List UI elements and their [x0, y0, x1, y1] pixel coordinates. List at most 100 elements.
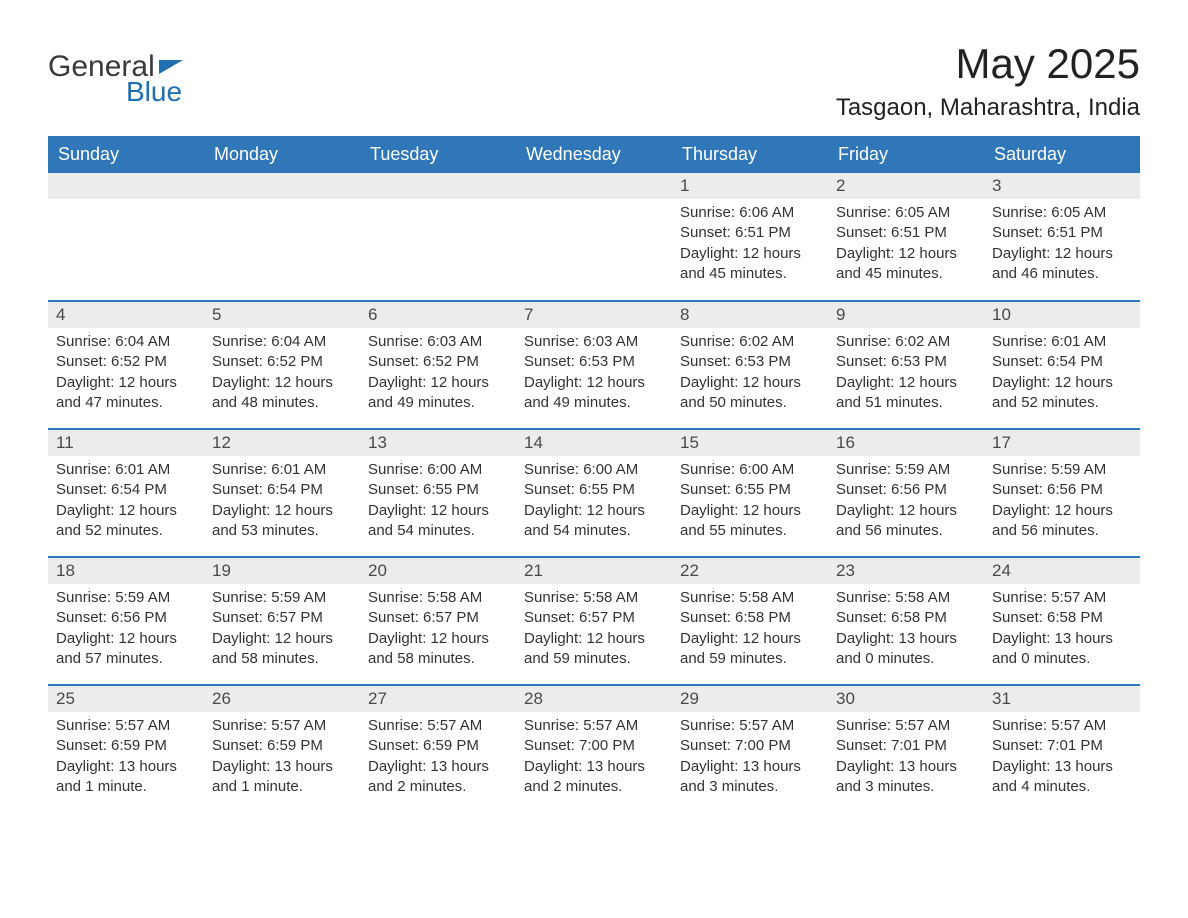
- logo-text-blue: Blue: [126, 76, 182, 108]
- day-number: 15: [672, 430, 828, 456]
- sunrise-line: Sunrise: 6:00 AM: [680, 460, 820, 480]
- day-number: 20: [360, 558, 516, 584]
- day-number: 25: [48, 686, 204, 712]
- sunset-line: Sunset: 6:59 PM: [212, 736, 352, 756]
- calendar-cell: 23Sunrise: 5:58 AMSunset: 6:58 PMDayligh…: [828, 557, 984, 685]
- sunset-line: Sunset: 6:56 PM: [992, 480, 1132, 500]
- sunrise-line: Sunrise: 5:59 AM: [212, 588, 352, 608]
- day-number: 18: [48, 558, 204, 584]
- day-number-empty: [360, 173, 516, 199]
- sunrise-line: Sunrise: 6:03 AM: [524, 332, 664, 352]
- day-body: Sunrise: 6:06 AMSunset: 6:51 PMDaylight:…: [672, 199, 828, 292]
- day-number: 30: [828, 686, 984, 712]
- calendar-cell: 24Sunrise: 5:57 AMSunset: 6:58 PMDayligh…: [984, 557, 1140, 685]
- calendar-week-row: 1Sunrise: 6:06 AMSunset: 6:51 PMDaylight…: [48, 173, 1140, 301]
- sunrise-line: Sunrise: 5:59 AM: [56, 588, 196, 608]
- sunrise-line: Sunrise: 6:01 AM: [992, 332, 1132, 352]
- day-number: 16: [828, 430, 984, 456]
- calendar-cell: 12Sunrise: 6:01 AMSunset: 6:54 PMDayligh…: [204, 429, 360, 557]
- daylight-line: Daylight: 12 hours and 52 minutes.: [56, 501, 196, 542]
- daylight-line: Daylight: 13 hours and 3 minutes.: [836, 757, 976, 798]
- day-number: 24: [984, 558, 1140, 584]
- sunrise-line: Sunrise: 5:59 AM: [836, 460, 976, 480]
- calendar-cell: 21Sunrise: 5:58 AMSunset: 6:57 PMDayligh…: [516, 557, 672, 685]
- day-body: Sunrise: 5:57 AMSunset: 7:01 PMDaylight:…: [984, 712, 1140, 805]
- day-number: 1: [672, 173, 828, 199]
- weekday-header: Wednesday: [516, 136, 672, 173]
- daylight-line: Daylight: 13 hours and 4 minutes.: [992, 757, 1132, 798]
- daylight-line: Daylight: 12 hours and 49 minutes.: [368, 373, 508, 414]
- calendar-cell: 4Sunrise: 6:04 AMSunset: 6:52 PMDaylight…: [48, 301, 204, 429]
- sunrise-line: Sunrise: 6:01 AM: [212, 460, 352, 480]
- sunrise-line: Sunrise: 5:57 AM: [836, 716, 976, 736]
- day-body: Sunrise: 6:03 AMSunset: 6:52 PMDaylight:…: [360, 328, 516, 421]
- day-body: Sunrise: 6:04 AMSunset: 6:52 PMDaylight:…: [48, 328, 204, 421]
- weekday-header: Saturday: [984, 136, 1140, 173]
- calendar-cell: 10Sunrise: 6:01 AMSunset: 6:54 PMDayligh…: [984, 301, 1140, 429]
- sunset-line: Sunset: 7:00 PM: [680, 736, 820, 756]
- daylight-line: Daylight: 12 hours and 45 minutes.: [836, 244, 976, 285]
- location-text: Tasgaon, Maharashtra, India: [836, 94, 1140, 122]
- day-number: 4: [48, 302, 204, 328]
- day-body: Sunrise: 6:00 AMSunset: 6:55 PMDaylight:…: [516, 456, 672, 549]
- sunrise-line: Sunrise: 6:02 AM: [836, 332, 976, 352]
- calendar-cell: 19Sunrise: 5:59 AMSunset: 6:57 PMDayligh…: [204, 557, 360, 685]
- sunset-line: Sunset: 6:55 PM: [368, 480, 508, 500]
- sunrise-line: Sunrise: 5:57 AM: [992, 716, 1132, 736]
- sunset-line: Sunset: 6:56 PM: [836, 480, 976, 500]
- sunrise-line: Sunrise: 6:05 AM: [992, 203, 1132, 223]
- sunset-line: Sunset: 6:54 PM: [992, 352, 1132, 372]
- day-number-empty: [48, 173, 204, 199]
- title-block: May 2025 Tasgaon, Maharashtra, India: [836, 40, 1140, 122]
- sunset-line: Sunset: 6:53 PM: [680, 352, 820, 372]
- calendar-cell: 15 Sunrise: 6:00 AMSunset: 6:55 PMDayligh…: [672, 429, 828, 557]
- sunset-line: Sunset: 6:54 PM: [212, 480, 352, 500]
- day-number: 11: [48, 430, 204, 456]
- sunset-line: Sunset: 6:53 PM: [524, 352, 664, 372]
- daylight-line: Daylight: 12 hours and 59 minutes.: [524, 629, 664, 670]
- sunrise-line: Sunrise: 6:02 AM: [680, 332, 820, 352]
- daylight-line: Daylight: 12 hours and 51 minutes.: [836, 373, 976, 414]
- day-body: Sunrise: 6:05 AMSunset: 6:51 PMDaylight:…: [984, 199, 1140, 292]
- calendar-cell: 1Sunrise: 6:06 AMSunset: 6:51 PMDaylight…: [672, 173, 828, 301]
- sunset-line: Sunset: 7:00 PM: [524, 736, 664, 756]
- day-number: 7: [516, 302, 672, 328]
- daylight-line: Daylight: 12 hours and 54 minutes.: [524, 501, 664, 542]
- sunset-line: Sunset: 6:56 PM: [56, 608, 196, 628]
- calendar-cell: 29Sunrise: 5:57 AMSunset: 7:00 PMDayligh…: [672, 685, 828, 813]
- sunset-line: Sunset: 6:58 PM: [680, 608, 820, 628]
- day-body: Sunrise: 5:57 AMSunset: 6:58 PMDaylight:…: [984, 584, 1140, 677]
- daylight-line: Daylight: 12 hours and 47 minutes.: [56, 373, 196, 414]
- sunset-line: Sunset: 6:53 PM: [836, 352, 976, 372]
- day-body: Sunrise: 6:02 AMSunset: 6:53 PMDaylight:…: [828, 328, 984, 421]
- calendar-cell: 28Sunrise: 5:57 AMSunset: 7:00 PMDayligh…: [516, 685, 672, 813]
- day-number: 19: [204, 558, 360, 584]
- weekday-header: Thursday: [672, 136, 828, 173]
- day-number: 26: [204, 686, 360, 712]
- sunset-line: Sunset: 6:57 PM: [524, 608, 664, 628]
- daylight-line: Daylight: 12 hours and 52 minutes.: [992, 373, 1132, 414]
- day-number: 5: [204, 302, 360, 328]
- calendar-cell: 20Sunrise: 5:58 AMSunset: 6:57 PMDayligh…: [360, 557, 516, 685]
- logo-flag-icon: [159, 60, 183, 74]
- calendar-cell: 6Sunrise: 6:03 AMSunset: 6:52 PMDaylight…: [360, 301, 516, 429]
- daylight-line: Daylight: 12 hours and 56 minutes.: [992, 501, 1132, 542]
- day-body: Sunrise: 6:01 AMSunset: 6:54 PMDaylight:…: [204, 456, 360, 549]
- calendar-cell: 30Sunrise: 5:57 AMSunset: 7:01 PMDayligh…: [828, 685, 984, 813]
- calendar-cell: 14Sunrise: 6:00 AMSunset: 6:55 PMDayligh…: [516, 429, 672, 557]
- day-body: Sunrise: 5:57 AMSunset: 6:59 PMDaylight:…: [204, 712, 360, 805]
- sunset-line: Sunset: 6:58 PM: [836, 608, 976, 628]
- day-body: Sunrise: 6:01 AMSunset: 6:54 PMDaylight:…: [984, 328, 1140, 421]
- sunrise-line: Sunrise: 5:58 AM: [680, 588, 820, 608]
- header: General Blue May 2025 Tasgaon, Maharasht…: [48, 40, 1140, 122]
- day-number: 2: [828, 173, 984, 199]
- day-body: Sunrise: 5:58 AMSunset: 6:57 PMDaylight:…: [360, 584, 516, 677]
- day-body: Sunrise: 5:59 AMSunset: 6:57 PMDaylight:…: [204, 584, 360, 677]
- sunrise-line: Sunrise: 6:03 AM: [368, 332, 508, 352]
- day-body: Sunrise: 5:59 AMSunset: 6:56 PMDaylight:…: [828, 456, 984, 549]
- sunset-line: Sunset: 6:55 PM: [680, 480, 820, 500]
- day-number: 12: [204, 430, 360, 456]
- daylight-line: Daylight: 12 hours and 55 minutes.: [680, 501, 820, 542]
- calendar-cell: 7Sunrise: 6:03 AMSunset: 6:53 PMDaylight…: [516, 301, 672, 429]
- daylight-line: Daylight: 12 hours and 56 minutes.: [836, 501, 976, 542]
